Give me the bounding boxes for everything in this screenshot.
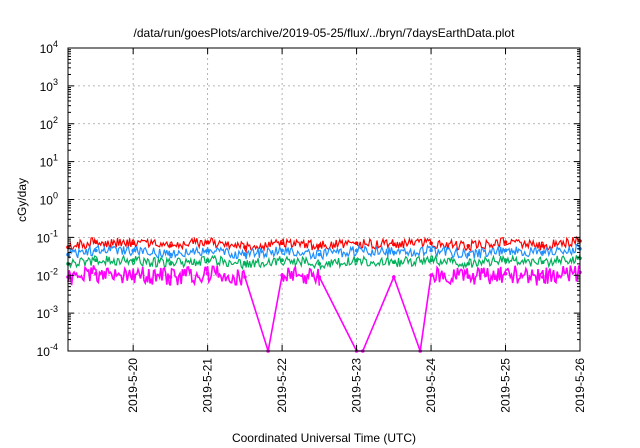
series-3 xyxy=(66,253,582,271)
y-tick-exponent: -4 xyxy=(50,342,58,352)
series-group xyxy=(66,235,582,353)
x-axis-label: Coordinated Universal Time (UTC) xyxy=(232,431,416,445)
data-point xyxy=(466,244,471,248)
series-4 xyxy=(66,264,582,353)
y-tick-label: 103 xyxy=(40,77,58,94)
y-tick-exponent: 3 xyxy=(53,77,58,87)
y-tick-exponent: 1 xyxy=(53,153,58,163)
y-tick-label: 101 xyxy=(40,153,58,170)
series-line xyxy=(67,264,581,352)
data-point xyxy=(94,248,98,253)
y-tick-label: 10-3 xyxy=(37,304,58,321)
data-point xyxy=(317,252,322,257)
x-tick-label: 2019-5-23 xyxy=(350,358,364,413)
x-axis-ticks: 2019-5-20 2019-5-21 2019-5-22 2019-5-23 2019… xyxy=(126,48,587,413)
y-tick-label: 102 xyxy=(40,115,58,132)
series-2 xyxy=(66,243,582,261)
data-point xyxy=(168,262,173,266)
grid-lines xyxy=(68,48,580,351)
series-line xyxy=(67,243,581,261)
data-point xyxy=(280,241,284,245)
chart-title: /data/run/goesPlots/archive/2019-05-25/f… xyxy=(134,26,516,40)
y-tick-exponent: -3 xyxy=(50,304,58,314)
x-tick-label: 2019-5-26 xyxy=(573,358,587,413)
x-tick-label: 2019-5-21 xyxy=(201,358,215,413)
y-tick-exponent: -1 xyxy=(50,228,58,238)
x-tick-label: 2019-5-20 xyxy=(126,358,140,413)
y-tick-label: 104 xyxy=(40,39,58,56)
y-tick-label: 10-2 xyxy=(37,266,58,283)
series-line xyxy=(67,253,581,271)
y-tick-exponent: 2 xyxy=(53,115,58,125)
y-tick-exponent: 0 xyxy=(53,191,58,201)
x-tick-label: 2019-5-22 xyxy=(275,358,289,413)
y-tick-exponent: 4 xyxy=(53,39,58,49)
y-axis-label: cGy/day xyxy=(15,178,29,222)
x-tick-label: 2019-5-24 xyxy=(424,358,438,413)
y-tick-exponent: -2 xyxy=(50,266,58,276)
data-point xyxy=(503,240,508,244)
y-tick-label: 10-1 xyxy=(37,228,58,245)
y-tick-label: 100 xyxy=(40,191,58,208)
y-tick-label: 10-4 xyxy=(37,342,58,359)
series-line xyxy=(67,235,581,254)
x-tick-label: 2019-5-25 xyxy=(499,358,513,413)
